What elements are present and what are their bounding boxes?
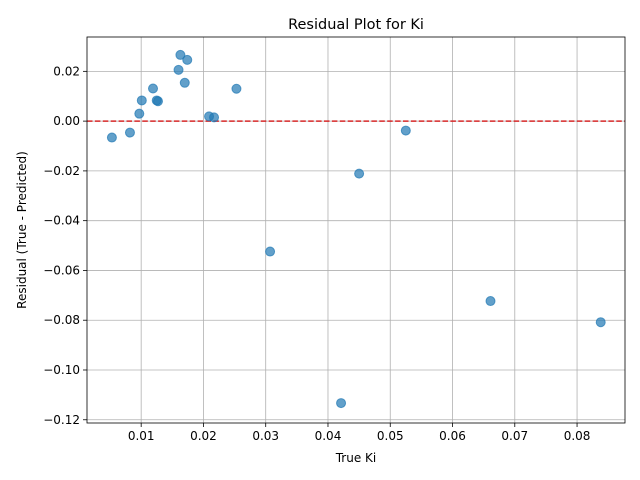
points-layer	[106, 49, 606, 409]
data-point	[136, 95, 147, 106]
x-tick-label: 0.07	[501, 429, 528, 443]
y-tick-label: 0.02	[53, 64, 80, 78]
x-tick-label: 0.02	[190, 429, 217, 443]
data-point	[152, 96, 163, 107]
x-tick-label: 0.05	[377, 429, 404, 443]
x-tick-label: 0.01	[128, 429, 155, 443]
data-point	[182, 54, 193, 65]
data-point	[595, 317, 606, 328]
data-point	[124, 127, 135, 138]
y-tick-label: −0.02	[43, 164, 80, 178]
x-tick-label: 0.03	[252, 429, 279, 443]
data-point	[336, 398, 347, 409]
y-tick-label: −0.12	[43, 413, 80, 427]
chart-title: Residual Plot for Ki	[288, 17, 424, 33]
data-point	[231, 83, 242, 94]
y-tick-label: −0.06	[43, 263, 80, 277]
data-point	[485, 296, 496, 307]
y-axis-label: Residual (True - Predicted)	[15, 151, 29, 309]
data-point	[265, 246, 276, 257]
y-tick-label: −0.08	[43, 313, 80, 327]
data-point	[175, 49, 186, 60]
data-point	[179, 77, 190, 88]
data-point	[148, 83, 159, 94]
y-tick-label: −0.04	[43, 214, 80, 228]
y-tick-label: −0.10	[43, 363, 80, 377]
data-point	[173, 64, 184, 75]
x-axis: 0.01 0.02 0.03 0.04 0.05 0.06 0.07 0.08	[128, 423, 591, 443]
data-point	[134, 108, 145, 119]
data-point	[209, 112, 220, 123]
grid	[87, 37, 625, 423]
x-tick-label: 0.04	[315, 429, 342, 443]
data-point	[400, 125, 411, 136]
x-axis-label: True Ki	[335, 451, 377, 465]
x-tick-label: 0.06	[439, 429, 466, 443]
data-point	[354, 168, 365, 179]
x-tick-label: 0.08	[564, 429, 591, 443]
plot-frame	[86, 36, 626, 424]
y-tick-label: 0.00	[53, 114, 80, 128]
data-point	[106, 132, 117, 143]
y-axis: 0.02 0.00 −0.02 −0.04 −0.06 −0.08 −0.10 −0.12	[43, 64, 87, 427]
